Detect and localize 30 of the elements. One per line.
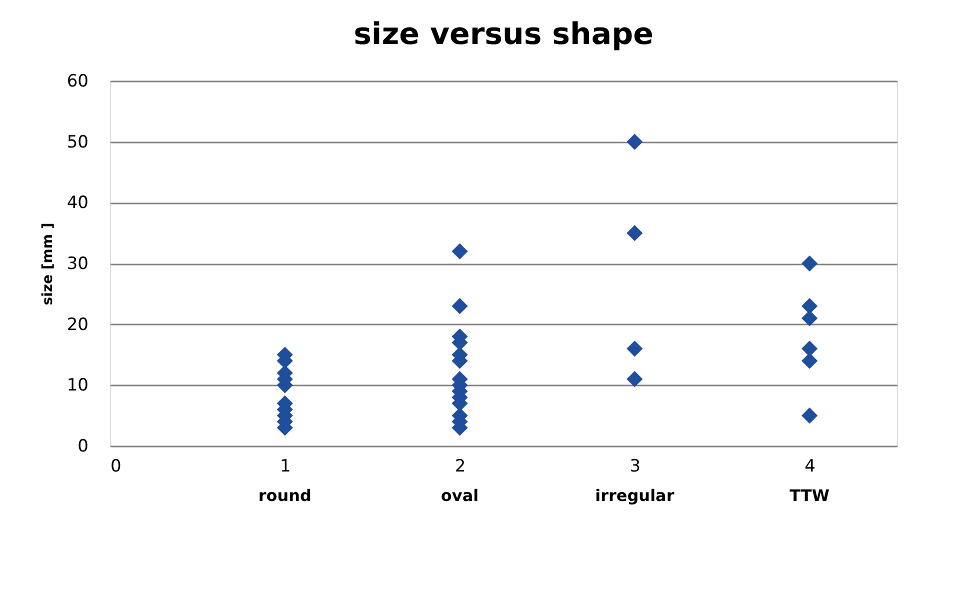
- point: [801, 298, 818, 314]
- text: oval: [440, 486, 479, 505]
- point: [626, 340, 643, 357]
- point: [626, 134, 643, 150]
- x-tick-label: 1: [280, 456, 291, 476]
- x-tick-label: 2: [454, 456, 466, 476]
- text: TTW: [790, 486, 830, 505]
- point: [801, 255, 818, 272]
- point: [452, 243, 468, 260]
- point: [801, 310, 818, 326]
- y-tick-label: 20: [66, 314, 88, 335]
- point: [626, 371, 643, 388]
- y-tick-label: 60: [66, 72, 88, 92]
- text: irregular: [595, 486, 674, 505]
- y-tick-label: 10: [66, 376, 88, 396]
- point: [626, 225, 643, 242]
- point: [801, 408, 818, 424]
- x-tick-label: 0: [110, 456, 122, 476]
- point: [452, 298, 468, 314]
- y-tick-label: 0: [78, 436, 88, 456]
- y-tick-label: 30: [66, 254, 88, 274]
- point: [801, 340, 818, 357]
- y-tick-label: 50: [66, 132, 88, 152]
- point: [801, 352, 818, 369]
- x-tick-label: 4: [804, 456, 816, 476]
- y-tick-label: 40: [66, 193, 88, 214]
- y-axis-title: size [mm ]: [40, 222, 56, 306]
- x-tick-label: 3: [630, 456, 641, 476]
- chart-title: size versus shape: [354, 17, 654, 52]
- text: round: [258, 486, 312, 505]
